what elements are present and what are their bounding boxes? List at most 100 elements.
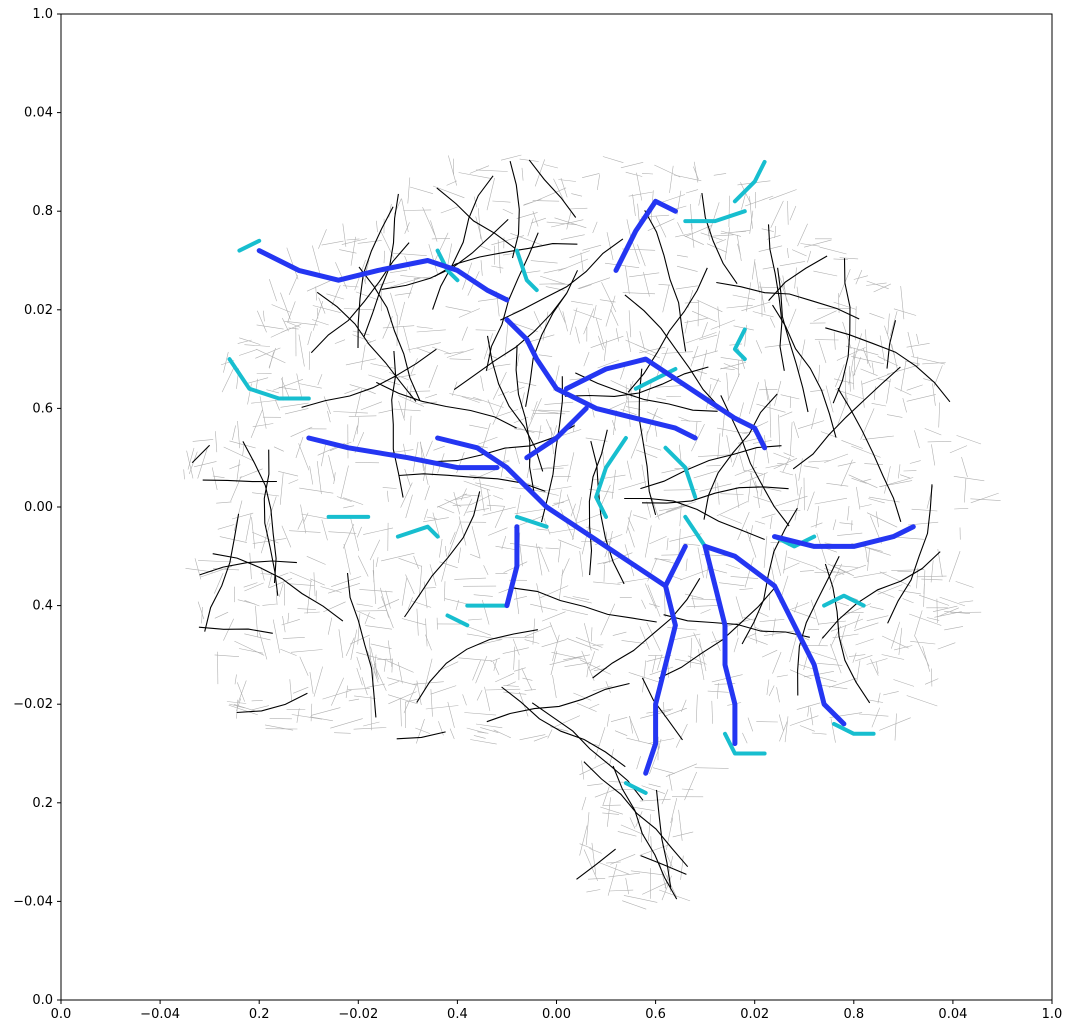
route-primary-segment [504, 524, 520, 609]
minor-street [446, 180, 458, 186]
major-road [583, 761, 689, 868]
minor-street [591, 627, 593, 642]
minor-street [482, 422, 491, 449]
map-x-tick-label: −0.02 [338, 1007, 378, 1022]
minor-street [746, 282, 752, 312]
minor-street [284, 320, 318, 326]
minor-street [633, 514, 648, 520]
minor-street [883, 691, 899, 696]
major-road [416, 629, 538, 703]
minor-street [658, 194, 686, 204]
minor-street [486, 504, 506, 507]
minor-street [409, 186, 434, 194]
minor-street [783, 562, 800, 571]
minor-street [614, 730, 628, 736]
minor-street [732, 294, 756, 300]
minor-street [530, 260, 558, 264]
minor-street [854, 333, 862, 359]
minor-street [575, 326, 580, 344]
minor-street [739, 454, 745, 472]
minor-street [860, 368, 878, 376]
minor-street [268, 573, 273, 588]
minor-street [244, 633, 271, 641]
minor-street [627, 517, 635, 532]
minor-street [855, 638, 874, 646]
minor-street [366, 683, 385, 688]
major-road [627, 267, 708, 393]
minor-street [865, 329, 868, 364]
major-road [824, 563, 871, 704]
minor-street [830, 625, 841, 647]
minor-street [871, 362, 874, 374]
minor-street [806, 650, 837, 661]
map-y-tick-label: −0.02 [13, 697, 53, 712]
minor-street [255, 347, 281, 359]
minor-street [870, 658, 879, 676]
minor-street [558, 539, 582, 550]
minor-street [309, 465, 314, 485]
minor-street [665, 707, 687, 717]
minor-street [263, 310, 265, 322]
minor-street [536, 543, 543, 576]
minor-street [523, 201, 534, 206]
minor-street [543, 164, 558, 169]
route-primary-segment [504, 317, 698, 441]
major-road [590, 440, 625, 585]
minor-street [301, 513, 328, 520]
minor-street [906, 394, 936, 402]
minor-street [881, 654, 905, 660]
minor-street [361, 676, 368, 696]
minor-street [840, 459, 853, 487]
minor-street [357, 613, 361, 645]
minor-street [239, 349, 257, 356]
minor-street [592, 644, 604, 646]
minor-street [710, 568, 728, 574]
minor-street [280, 402, 309, 408]
minor-street [630, 428, 644, 459]
minor-street [842, 321, 852, 349]
minor-street [860, 478, 872, 483]
minor-street [579, 659, 611, 675]
minor-street [753, 618, 757, 644]
minor-street [587, 783, 603, 786]
minor-street [851, 477, 867, 484]
minor-street [449, 358, 472, 360]
minor-street [599, 299, 616, 303]
minor-street [436, 493, 467, 508]
minor-street [839, 603, 872, 618]
overlay-x-tick-label: 0.2 [249, 1007, 270, 1022]
minor-street [879, 717, 911, 731]
minor-street [862, 435, 894, 440]
minor-street [511, 487, 528, 490]
minor-street [549, 528, 578, 534]
minor-street [449, 393, 482, 401]
minor-street [299, 487, 334, 494]
minor-street [717, 682, 719, 699]
minor-street [877, 584, 903, 595]
minor-street [581, 796, 587, 811]
major-road [837, 387, 902, 522]
minor-street [448, 155, 457, 186]
minor-street [825, 385, 834, 413]
minor-street [877, 378, 891, 382]
minor-street [571, 193, 583, 197]
minor-street [259, 632, 268, 660]
minor-street [858, 713, 889, 717]
minor-street [281, 619, 300, 626]
minor-street [552, 674, 557, 698]
minor-street [756, 403, 786, 413]
minor-street [639, 349, 661, 359]
minor-street [900, 361, 907, 392]
minor-street [586, 889, 601, 893]
minor-street [773, 457, 798, 470]
minor-street [357, 240, 382, 244]
minor-street [628, 672, 662, 684]
minor-street [502, 253, 514, 256]
minor-street [844, 391, 849, 406]
major-road [453, 293, 567, 391]
minor-street [251, 399, 280, 404]
minor-street [383, 658, 387, 672]
minor-street [563, 654, 591, 661]
minor-street [737, 511, 750, 541]
minor-street [586, 666, 589, 678]
